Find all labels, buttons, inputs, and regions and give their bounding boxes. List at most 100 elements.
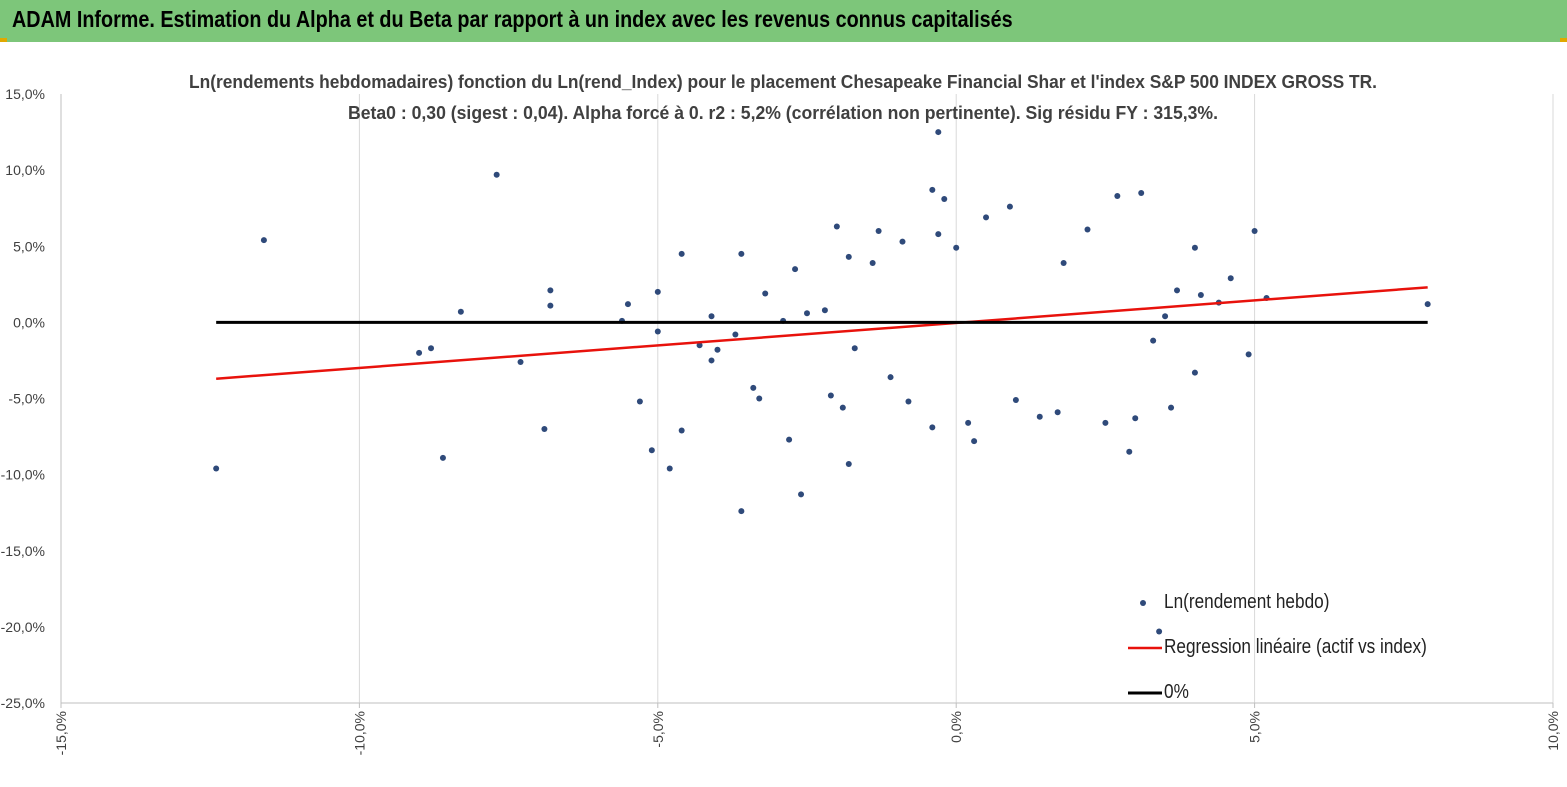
data-point xyxy=(517,358,524,365)
data-point xyxy=(1006,203,1013,210)
y-tick-label: 0,0% xyxy=(13,314,45,330)
data-point xyxy=(213,465,220,472)
data-point xyxy=(654,328,661,335)
data-point xyxy=(804,310,810,317)
data-point xyxy=(935,129,942,136)
data-point xyxy=(1245,351,1252,358)
data-point xyxy=(1102,419,1109,426)
data-point xyxy=(875,228,882,235)
legend xyxy=(1128,600,1162,695)
data-point xyxy=(1132,415,1139,422)
x-tick-label: 10,0% xyxy=(1545,711,1561,751)
y-tick-label: -15,0% xyxy=(1,543,45,559)
x-tick-label: 5,0% xyxy=(1247,711,1263,743)
data-point xyxy=(1126,448,1133,455)
legend-label-zero: 0% xyxy=(1164,681,1189,703)
data-point xyxy=(1162,313,1169,320)
data-point xyxy=(428,345,435,352)
data-point xyxy=(260,237,267,244)
chart-subtitle: Beta0 : 0,30 (sigest : 0,04). Alpha forc… xyxy=(348,103,1218,123)
data-point xyxy=(887,374,894,381)
legend-label-regression: Regression linéaire (actif vs index) xyxy=(1164,636,1427,658)
data-point xyxy=(1191,369,1198,376)
data-point xyxy=(1060,259,1067,266)
data-point xyxy=(1012,397,1019,404)
data-point xyxy=(935,231,942,238)
data-point xyxy=(457,308,464,315)
header-corner-mark xyxy=(1560,38,1567,42)
data-point xyxy=(845,253,852,260)
axes xyxy=(60,94,1554,708)
data-point xyxy=(953,244,960,251)
data-point xyxy=(1174,287,1181,294)
y-tick-label: -5,0% xyxy=(8,391,45,407)
data-point xyxy=(756,395,763,402)
data-point xyxy=(786,436,793,443)
data-point xyxy=(678,427,685,434)
y-tick-label: -10,0% xyxy=(1,467,45,483)
data-point xyxy=(1114,193,1121,200)
data-point xyxy=(1197,291,1204,298)
data-point xyxy=(547,287,554,294)
legend-label-points: Ln(rendement hebdo) xyxy=(1164,591,1330,613)
data-point xyxy=(899,238,906,245)
data-point xyxy=(1424,301,1431,308)
data-point xyxy=(416,349,423,356)
data-point xyxy=(666,465,673,472)
data-point xyxy=(762,290,769,297)
data-point xyxy=(1054,409,1061,416)
data-point xyxy=(654,288,661,295)
y-tick-label: 10,0% xyxy=(5,162,45,178)
tick-labels: -15,0% -10,0% -5,0% 0,0% 5,0% 10,0% 15,0% 10,0%… xyxy=(1,86,1561,755)
header-corner-mark xyxy=(0,38,7,42)
data-point xyxy=(1251,228,1258,235)
data-point xyxy=(1138,189,1145,196)
data-point xyxy=(439,454,446,461)
data-point xyxy=(1168,404,1175,411)
data-point xyxy=(750,384,757,391)
data-point xyxy=(1036,413,1043,420)
data-point xyxy=(678,250,685,257)
scatter-chart: -15,0% -10,0% -5,0% 0,0% 5,0% 10,0% 15,0% 10,0%… xyxy=(0,42,1567,787)
x-tick-label: 0,0% xyxy=(948,711,964,743)
grid-lines xyxy=(358,94,1554,703)
report-title: ADAM Informe. Estimation du Alpha et du … xyxy=(12,6,1013,32)
data-point xyxy=(851,345,858,352)
data-point xyxy=(648,447,655,454)
data-point xyxy=(798,491,805,498)
data-point xyxy=(839,404,846,411)
data-point xyxy=(983,214,990,221)
data-point xyxy=(929,186,936,193)
data-point xyxy=(624,301,631,308)
data-point xyxy=(869,259,876,266)
y-tick-label: -25,0% xyxy=(1,695,45,711)
data-point xyxy=(941,196,948,203)
series-lines xyxy=(216,286,1428,380)
x-tick-label: -5,0% xyxy=(650,711,666,748)
data-point xyxy=(493,171,500,178)
data-point xyxy=(971,438,978,445)
data-point xyxy=(1191,244,1198,251)
data-point xyxy=(708,313,715,320)
y-tick-label: -20,0% xyxy=(1,619,45,635)
data-point xyxy=(821,307,828,314)
data-point xyxy=(1150,337,1157,344)
data-point xyxy=(1156,628,1163,635)
data-point xyxy=(541,425,548,432)
data-points xyxy=(213,129,1431,635)
report-header: ADAM Informe. Estimation du Alpha et du … xyxy=(0,0,1567,42)
data-point xyxy=(636,398,643,405)
chart-title: Ln(rendements hebdomadaires) fonction du… xyxy=(189,72,1377,92)
y-tick-label: 15,0% xyxy=(5,86,45,102)
legend-marker-points xyxy=(1140,600,1146,606)
x-tick-label: -10,0% xyxy=(351,711,367,755)
regression-line xyxy=(216,286,1428,380)
data-point xyxy=(708,357,715,364)
data-point xyxy=(547,302,554,309)
data-point xyxy=(905,398,912,405)
data-point xyxy=(696,342,703,349)
data-point xyxy=(732,331,739,338)
data-point xyxy=(1084,226,1091,233)
data-point xyxy=(1227,275,1234,282)
data-point xyxy=(827,392,834,399)
